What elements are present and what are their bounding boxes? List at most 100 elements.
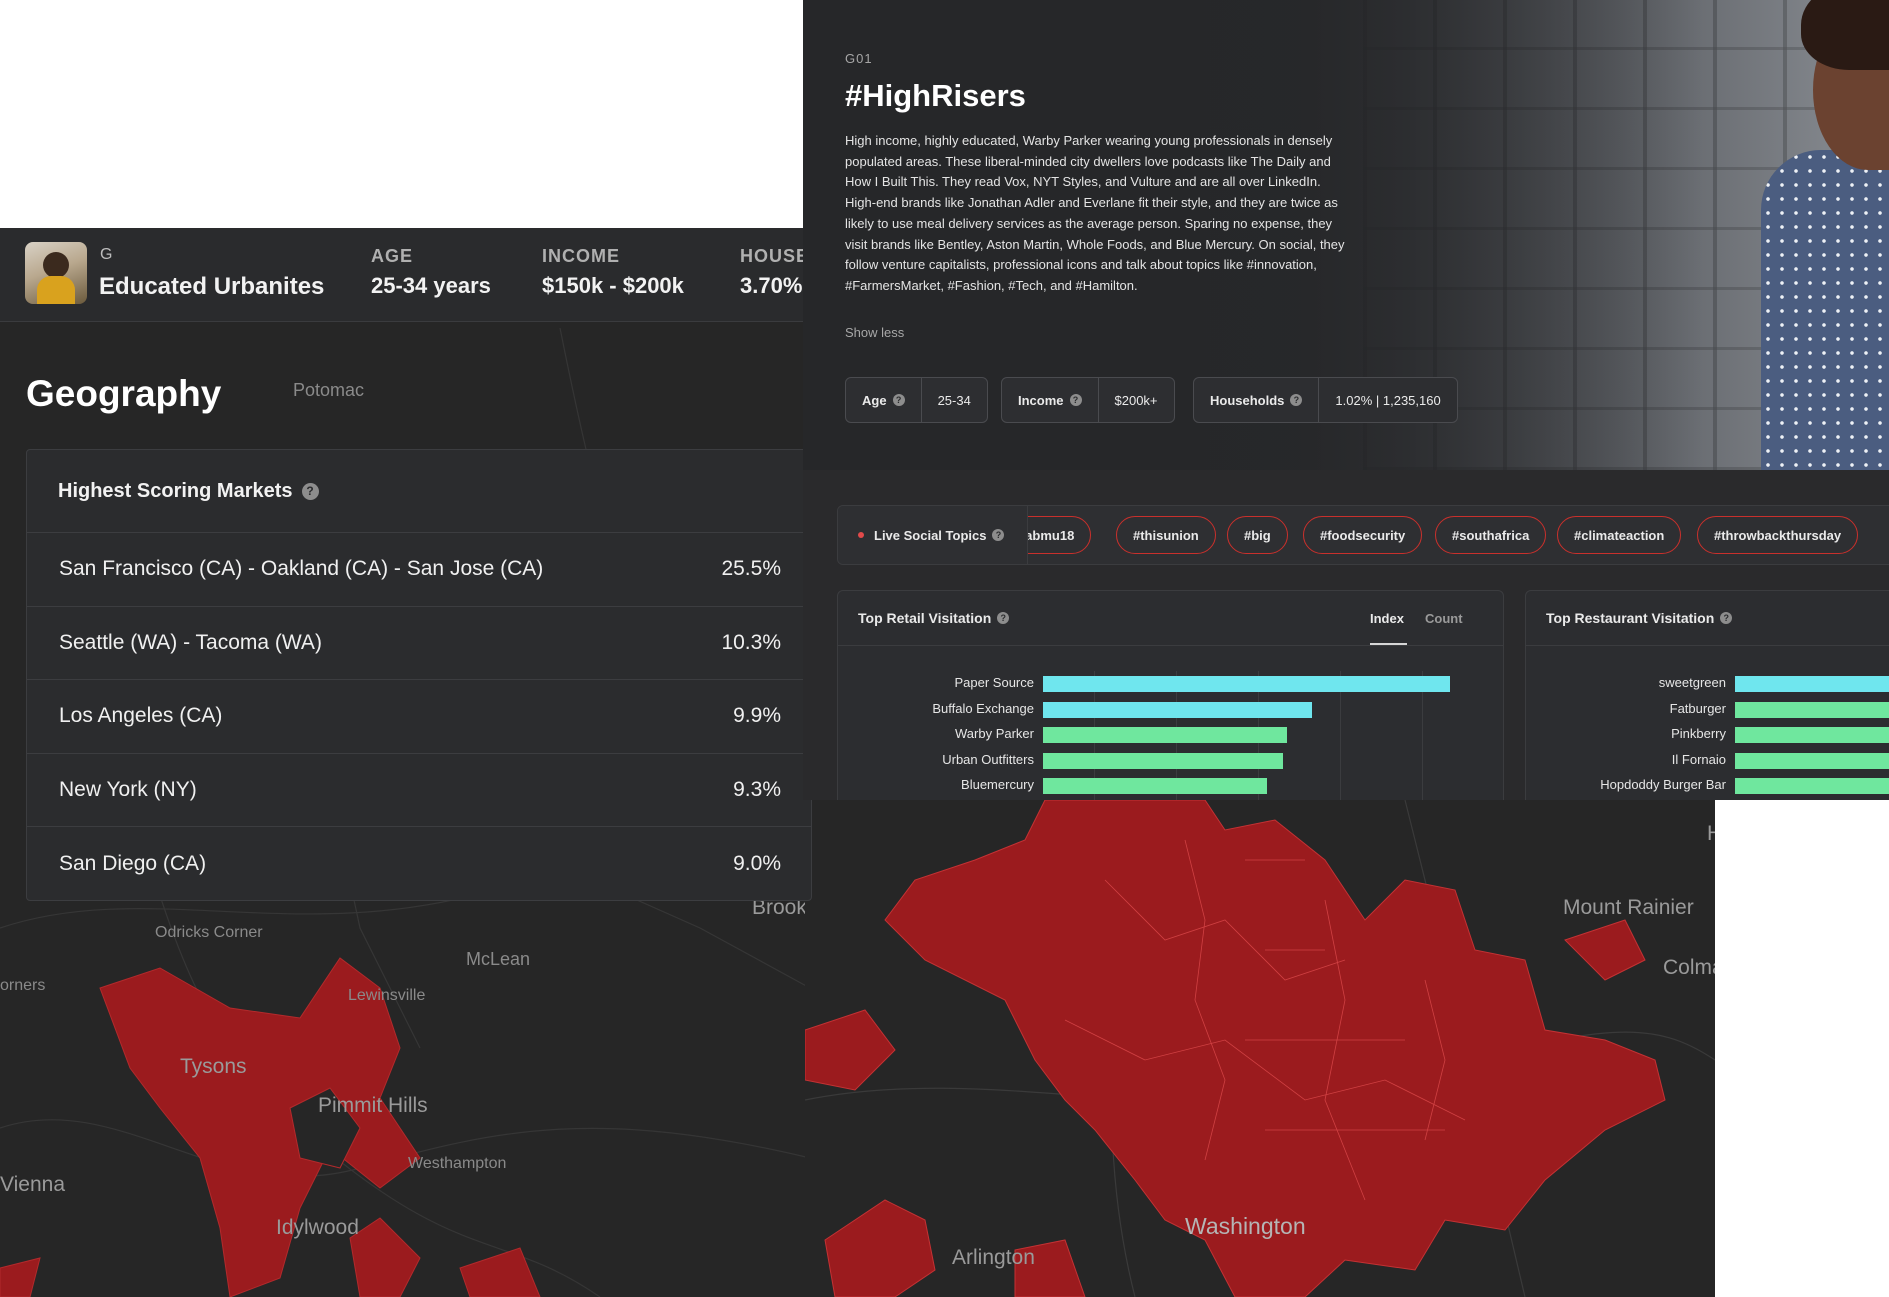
map-place-label: Arlington <box>952 1246 1035 1269</box>
bar[interactable] <box>1043 752 1283 769</box>
market-name: San Francisco (CA) - Oakland (CA) - San … <box>59 557 544 581</box>
map-place-label: Idylwood <box>276 1216 359 1239</box>
market-score: 25.5% <box>721 557 781 581</box>
card-title: Top Restaurant Visitation <box>1546 610 1715 626</box>
bar[interactable] <box>1735 676 1889 692</box>
pill-value: 1.02% | 1,235,160 <box>1318 378 1456 422</box>
pill-value: $200k+ <box>1097 378 1174 422</box>
bar-label: Paper Source <box>954 675 1035 690</box>
stat-label-households: HOUSE <box>740 246 810 266</box>
index-toggle[interactable]: Index <box>1370 611 1404 626</box>
bar-label: Warby Parker <box>955 726 1034 741</box>
stat-value-age: 25-34 years <box>371 273 491 298</box>
persona-description: High income, highly educated, Warby Park… <box>845 133 1345 293</box>
highest-scoring-markets-panel: Highest Scoring Markets ? San Francisco … <box>26 449 812 901</box>
top-restaurant-visitation-card: Top Restaurant Visitation ? sweetgreen Fa… <box>1525 590 1889 800</box>
map-place-label: Colma <box>1663 956 1715 979</box>
map-place-label: McLean <box>466 949 531 969</box>
market-name: Los Angeles (CA) <box>59 704 223 728</box>
map-place-label: Brookmont <box>752 896 810 919</box>
help-icon[interactable]: ? <box>992 529 1005 541</box>
bar-label: Bluemercury <box>961 777 1034 792</box>
market-score: 9.3% <box>733 777 781 801</box>
bar[interactable] <box>1735 752 1889 769</box>
map-place-label: H <box>1707 822 1715 845</box>
social-topic-tag[interactable]: #big <box>1227 516 1288 554</box>
avatar <box>25 242 87 304</box>
card-header: Top Retail Visitation ? Index Count <box>838 591 1503 646</box>
market-name: San Diego (CA) <box>59 851 207 875</box>
market-score: 9.9% <box>733 704 781 728</box>
social-topic-tag[interactable]: #foodsecurity <box>1303 516 1423 554</box>
map-regions <box>805 800 1715 1297</box>
card-header: Top Restaurant Visitation ? <box>1526 591 1889 646</box>
market-row[interactable]: New York (NY) 9.3% <box>27 754 811 827</box>
stat-label-income: INCOME <box>542 246 620 266</box>
panel-title: Highest Scoring Markets <box>58 479 293 502</box>
market-score: 9.0% <box>733 851 781 875</box>
social-topic-tag[interactable]: #southafrica <box>1435 516 1547 554</box>
map-place-label: Pimmit Hills <box>318 1094 428 1117</box>
pill-label: Households <box>1210 392 1285 408</box>
social-topic-tag[interactable]: #thisunion <box>1116 516 1216 554</box>
bar[interactable] <box>1043 778 1267 794</box>
segment-header: G Educated Urbanites AGE 25-34 years INC… <box>0 228 808 322</box>
map-place-label: Potomac <box>293 380 365 400</box>
map-place-label: Vienna <box>0 1173 66 1196</box>
bar-label: Urban Outfitters <box>942 751 1034 767</box>
count-toggle[interactable]: Count <box>1425 611 1463 626</box>
map-place-label: Washington <box>1185 1213 1306 1239</box>
pill-value: 25-34 <box>920 378 987 422</box>
bar-label: Hopdoddy Burger Bar <box>1600 777 1726 792</box>
bar[interactable] <box>1043 676 1450 692</box>
help-icon[interactable]: ? <box>301 482 319 500</box>
map-place-label: orners <box>0 977 46 994</box>
bar[interactable] <box>1735 701 1889 718</box>
income-pill: Income? $200k+ <box>1001 377 1175 423</box>
bar-label: Fatburger <box>1669 700 1726 716</box>
help-icon[interactable]: ? <box>1069 394 1082 406</box>
bar-label: Il Fornaio <box>1671 751 1726 767</box>
hero-banner: G01 #HighRisers High income, highly educ… <box>803 0 1889 470</box>
market-row[interactable]: Los Angeles (CA) 9.9% <box>27 680 811 754</box>
panel-header: Highest Scoring Markets ? <box>27 450 811 533</box>
market-name: Seattle (WA) - Tacoma (WA) <box>59 630 322 654</box>
help-icon[interactable]: ? <box>892 394 905 406</box>
map-place-label: Tysons <box>180 1055 247 1078</box>
card-title: Top Retail Visitation <box>858 610 992 626</box>
persona-title: #HighRisers <box>845 78 1026 113</box>
live-social-topics-bar[interactable]: Live Social Topics ? usabmu18 #thisunion… <box>837 505 1889 565</box>
social-topic-tag[interactable]: #climateaction <box>1557 516 1682 554</box>
bar-label: Buffalo Exchange <box>932 700 1034 716</box>
bottom-map[interactable]: Mount Rainier Colma Washington Arlington… <box>805 800 1715 1297</box>
social-topic-tag[interactable]: #throwbackthursday <box>1697 516 1859 554</box>
bar[interactable] <box>1735 778 1889 794</box>
stat-value-income: $150k - $200k <box>542 273 684 298</box>
market-row[interactable]: San Diego (CA) 9.0% <box>27 827 811 901</box>
households-pill: Households? 1.02% | 1,235,160 <box>1193 377 1458 423</box>
show-less-link[interactable]: Show less <box>845 325 905 340</box>
help-icon[interactable]: ? <box>997 612 1010 624</box>
bar-label: sweetgreen <box>1658 675 1726 690</box>
top-retail-visitation-card: Top Retail Visitation ? Index Count Pape… <box>837 590 1504 800</box>
market-row[interactable]: Seattle (WA) - Tacoma (WA) 10.3% <box>27 607 811 680</box>
bar[interactable] <box>1043 727 1287 743</box>
segment-letter: G <box>100 246 113 263</box>
help-icon[interactable]: ? <box>1720 612 1733 624</box>
bar[interactable] <box>1043 701 1312 718</box>
market-name: New York (NY) <box>59 777 197 801</box>
stat-value-households: 3.70% <box>740 273 803 298</box>
bar[interactable] <box>1735 727 1889 743</box>
persona-detail-panel: G01 #HighRisers High income, highly educ… <box>803 0 1889 800</box>
age-pill: Age? 25-34 <box>845 377 988 423</box>
map-place-label: Odricks Corner <box>155 924 263 941</box>
live-dot-icon <box>858 532 864 538</box>
pill-label: Age <box>862 392 887 408</box>
bar-label: Pinkberry <box>1671 726 1726 741</box>
help-icon[interactable]: ? <box>1290 394 1303 406</box>
market-score: 10.3% <box>721 630 781 654</box>
map-place-label: Lewinsville <box>348 987 426 1004</box>
map-place-label: Westhampton <box>408 1155 507 1172</box>
market-row[interactable]: San Francisco (CA) - Oakland (CA) - San … <box>27 533 811 607</box>
live-social-topics-label: Live Social Topics ? <box>838 506 1028 564</box>
